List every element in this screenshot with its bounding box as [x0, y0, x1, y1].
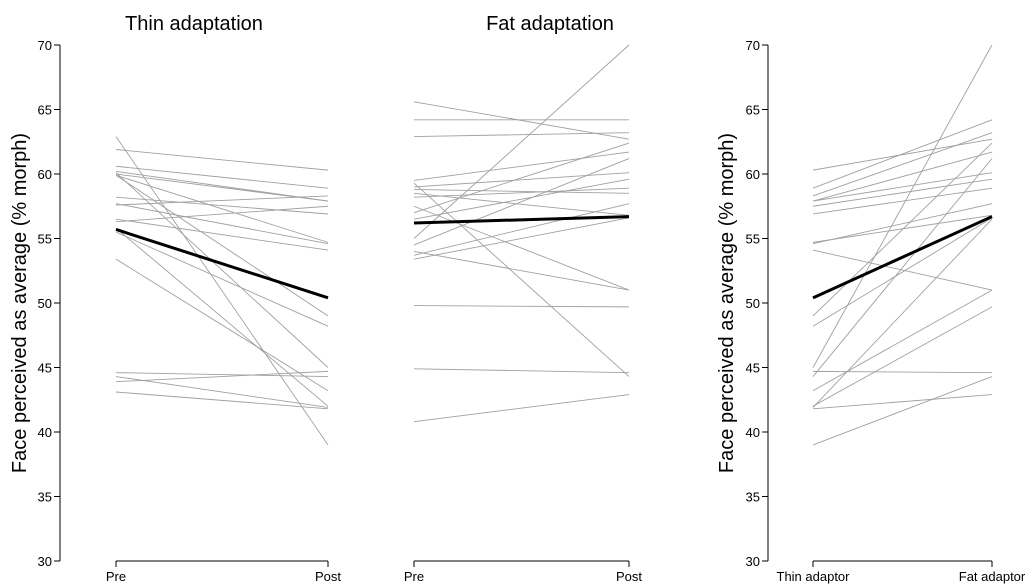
x-tick-label: Pre [404, 569, 424, 584]
subject-line [812, 376, 993, 446]
y-tick-label: 55 [38, 232, 52, 247]
subject-line [115, 231, 329, 327]
y-tick-label: 70 [746, 38, 760, 53]
subject-line [812, 203, 993, 245]
subject-line [115, 195, 329, 206]
subject-line [115, 173, 329, 202]
y-tick-label: 30 [746, 554, 760, 569]
subject-line [413, 368, 630, 374]
subject-line [115, 227, 329, 407]
subject-line [115, 376, 329, 408]
y-tick-label: 45 [746, 361, 760, 376]
subject-line [812, 370, 993, 374]
panel-1: Thin adaptation 30 35 40 45 50 55 60 65 70 Face pe… [9, 13, 341, 584]
subject-line [812, 151, 993, 202]
subject-line [115, 258, 329, 392]
subject-line [812, 394, 993, 410]
y-axis-label: Face perceived as average (% morph) [716, 133, 738, 473]
subject-line [115, 203, 329, 245]
subject-line [115, 372, 329, 377]
y-tick-label: 50 [746, 296, 760, 311]
subject-line [812, 249, 993, 291]
subject-line [115, 205, 329, 223]
subject-line [115, 165, 329, 189]
subject-line [812, 187, 993, 215]
subject-line [812, 218, 993, 408]
subject-line [413, 250, 630, 291]
subject-line [413, 203, 630, 256]
x-tick-label: Pre [106, 569, 126, 584]
subject-line [812, 289, 993, 392]
panel-2: Fat adaptation Pre Post [404, 13, 643, 584]
subject-line [812, 172, 993, 202]
y-tick-label: 40 [38, 425, 52, 440]
mean-line [812, 215, 993, 300]
subject-line [115, 174, 329, 243]
subject-line [115, 172, 329, 368]
subject-line [413, 305, 630, 308]
x-tick-label: Thin adaptor [777, 569, 851, 584]
y-tick-label: 35 [746, 490, 760, 505]
panel-title: Thin adaptation [125, 13, 263, 35]
subject-line [413, 189, 630, 194]
subject-line [413, 205, 630, 291]
y-tick-label: 60 [38, 167, 52, 182]
subject-line [115, 174, 329, 317]
subject-line [812, 178, 993, 207]
y-tick-label: 35 [38, 490, 52, 505]
subject-line [413, 394, 630, 423]
y-tick-label: 55 [746, 232, 760, 247]
y-tick-label: 50 [38, 296, 52, 311]
x-tick-label: Fat adaptor [959, 569, 1026, 584]
y-tick-label: 40 [746, 425, 760, 440]
subject-line [413, 192, 630, 216]
subject-line [413, 182, 630, 377]
subject-line [413, 187, 630, 198]
x-tick-label: Post [315, 569, 341, 584]
subject-line [115, 370, 329, 383]
subject-line [115, 136, 329, 446]
subject-line [413, 44, 630, 239]
subject-line [115, 218, 329, 251]
y-tick-label: 70 [38, 38, 52, 53]
subject-line [413, 158, 630, 246]
mean-line [413, 215, 630, 225]
y-tick-label: 65 [746, 103, 760, 118]
subject-line [812, 158, 993, 377]
subject-line [812, 44, 993, 368]
y-axis-label: Face perceived as average (% morph) [9, 133, 31, 473]
subject-line [812, 214, 993, 243]
subject-line [812, 217, 993, 327]
subject-line [812, 306, 993, 407]
subject-line [812, 132, 993, 197]
mean-line [115, 228, 329, 300]
x-tick-label: Post [616, 569, 642, 584]
subject-line [413, 142, 630, 214]
subject-line [812, 142, 993, 317]
subject-line [115, 149, 329, 171]
panel-title: Fat adaptation [486, 13, 614, 35]
y-tick-label: 65 [38, 103, 52, 118]
subject-line [812, 119, 993, 189]
subject-line [812, 138, 993, 171]
panel-3: 30 35 40 45 50 55 60 65 70 Face perceived as aver… [716, 38, 1026, 584]
subject-line [115, 196, 329, 215]
subject-line [115, 391, 329, 410]
subject-line [413, 172, 630, 188]
subject-line [413, 132, 630, 138]
y-tick-label: 45 [38, 361, 52, 376]
subject-line [413, 151, 630, 181]
y-tick-label: 60 [746, 167, 760, 182]
subject-line [413, 178, 630, 220]
subject-line [413, 217, 630, 260]
y-tick-label: 30 [38, 554, 52, 569]
